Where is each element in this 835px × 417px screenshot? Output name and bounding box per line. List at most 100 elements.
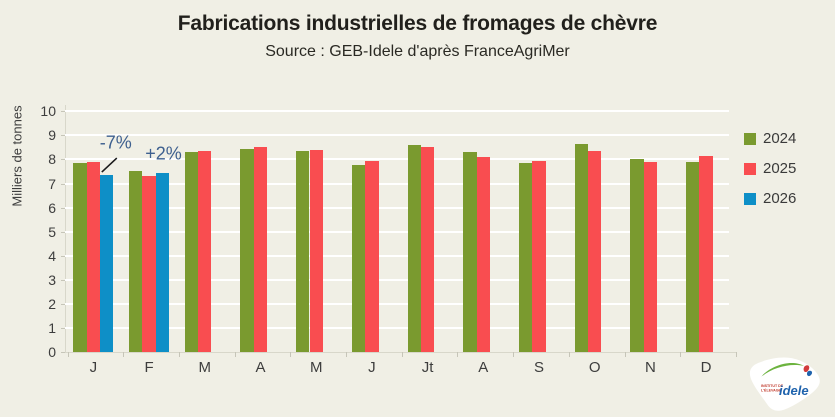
gridline-3 <box>65 278 729 281</box>
annotation-2: +2% <box>145 143 182 164</box>
x-axis-line <box>65 352 736 353</box>
legend-label-2026: 2026 <box>763 190 797 207</box>
x-tick-label-5: M <box>309 359 323 376</box>
gridline-9 <box>65 134 729 137</box>
bar-2024-m11 <box>630 159 644 352</box>
bar-2025-m8 <box>476 157 490 352</box>
gridline-1 <box>65 326 729 329</box>
x-tick-label-11: N <box>644 359 656 376</box>
gridline-7 <box>65 182 729 185</box>
x-tick-mark <box>401 352 403 357</box>
chart-header: Fabrications industrielles de fromages d… <box>0 12 835 61</box>
x-tick-label-12: D <box>700 359 712 376</box>
y-tick-label-7: 7 <box>48 175 56 192</box>
bar-2024-m7 <box>407 145 421 352</box>
x-tick-mark <box>234 352 236 357</box>
bar-2025-m1 <box>86 161 101 352</box>
bar-2025-m3 <box>198 151 212 352</box>
chart-title: Fabrications industrielles de fromages d… <box>177 12 658 35</box>
logo-background-shape <box>749 357 820 411</box>
x-tick-label-6: J <box>368 359 376 376</box>
y-tick-mark <box>61 279 65 281</box>
bar-2025-m4 <box>253 147 268 352</box>
y-tick-mark <box>61 159 65 161</box>
bar-2025-m11 <box>643 161 658 352</box>
y-tick-mark <box>61 352 65 353</box>
y-tick-mark <box>61 303 65 305</box>
bar-2024-m12 <box>686 161 700 352</box>
legend-item-2026: 2026 <box>744 190 796 207</box>
bar-2025-m5 <box>309 149 323 352</box>
logo-swoosh2-icon <box>765 367 802 377</box>
gridline-2 <box>65 302 729 305</box>
bar-2024-m3 <box>184 152 199 352</box>
y-tick-mark <box>61 135 65 137</box>
bar-2024-m6 <box>351 165 366 352</box>
logo-swoosh-icon <box>761 363 804 377</box>
logo-line1: INSTITUT DE <box>761 384 784 388</box>
y-tick-label-3: 3 <box>48 271 56 288</box>
y-tick-label-8: 8 <box>48 151 56 168</box>
y-tick-label-1: 1 <box>48 319 56 336</box>
bar-2024-m1 <box>73 163 87 352</box>
x-tick-mark <box>67 352 69 357</box>
bar-2025-m9 <box>532 160 546 352</box>
x-tick-label-10: O <box>588 359 601 376</box>
y-tick-label-10: 10 <box>40 103 56 120</box>
annotation-1: -7% <box>99 132 132 153</box>
x-tick-mark <box>568 352 570 357</box>
x-tick-label-2: F <box>144 359 154 376</box>
x-tick-label-3: M <box>198 359 212 376</box>
idele-logo: INSTITUT DE L'ÉLEVAGE idele <box>749 357 820 411</box>
bar-2025-m10 <box>588 151 602 352</box>
x-tick-label-7: Jt <box>421 359 434 376</box>
bar-2024-m10 <box>574 143 588 352</box>
logo-name: idele <box>779 383 809 398</box>
x-tick-label-9: S <box>533 359 545 376</box>
x-tick-mark <box>123 352 125 357</box>
y-tick-mark <box>61 327 65 329</box>
legend: 2024 2025 2026 <box>744 130 796 220</box>
y-tick-label-6: 6 <box>48 199 56 216</box>
legend-swatch-2024 <box>744 132 756 145</box>
y-tick-label-5: 5 <box>48 223 56 240</box>
logo-line2: L'ÉLEVAGE <box>761 388 782 393</box>
bar-2024-m9 <box>518 163 533 352</box>
x-tick-mark <box>346 352 347 357</box>
x-tick-label-1: J <box>89 359 98 376</box>
y-tick-label-2: 2 <box>48 295 56 312</box>
bar-2024-m2 <box>129 171 143 352</box>
y-tick-mark <box>61 111 65 113</box>
y-tick-mark <box>61 231 65 233</box>
bar-2025-m6 <box>365 160 379 352</box>
legend-label-2024: 2024 <box>763 130 797 147</box>
plot-area <box>65 105 729 352</box>
legend-swatch-2026 <box>744 192 756 205</box>
chart-subtitle: Source : GEB-Idele d'après FranceAgriMer <box>265 43 570 60</box>
bar-2026-m1 <box>100 175 114 352</box>
bar-2026-m2 <box>155 172 170 352</box>
y-tick-label-4: 4 <box>48 247 56 264</box>
legend-label-2025: 2025 <box>763 160 797 177</box>
logo-red-accent-icon <box>803 365 810 373</box>
bar-2025-m2 <box>142 176 156 352</box>
x-tick-mark <box>290 352 292 357</box>
bar-2024-m4 <box>240 148 254 352</box>
y-axis-line <box>65 105 66 352</box>
y-tick-mark <box>61 183 65 185</box>
x-tick-label-8: A <box>478 359 489 376</box>
logo-blue-accent-icon <box>807 370 813 377</box>
x-tick-label-4: A <box>255 359 266 376</box>
bar-2024-m5 <box>296 151 310 352</box>
y-tick-mark <box>61 207 65 209</box>
legend-item-2025: 2025 <box>744 160 796 177</box>
x-tick-mark <box>735 352 737 357</box>
gridline-5 <box>65 230 729 233</box>
y-tick-mark <box>61 255 65 257</box>
bar-2025-m7 <box>420 147 435 352</box>
gridline-8 <box>65 158 729 161</box>
y-tick-label-0: 0 <box>48 344 56 360</box>
gridline-10 <box>65 110 729 113</box>
gridline-6 <box>65 206 729 209</box>
